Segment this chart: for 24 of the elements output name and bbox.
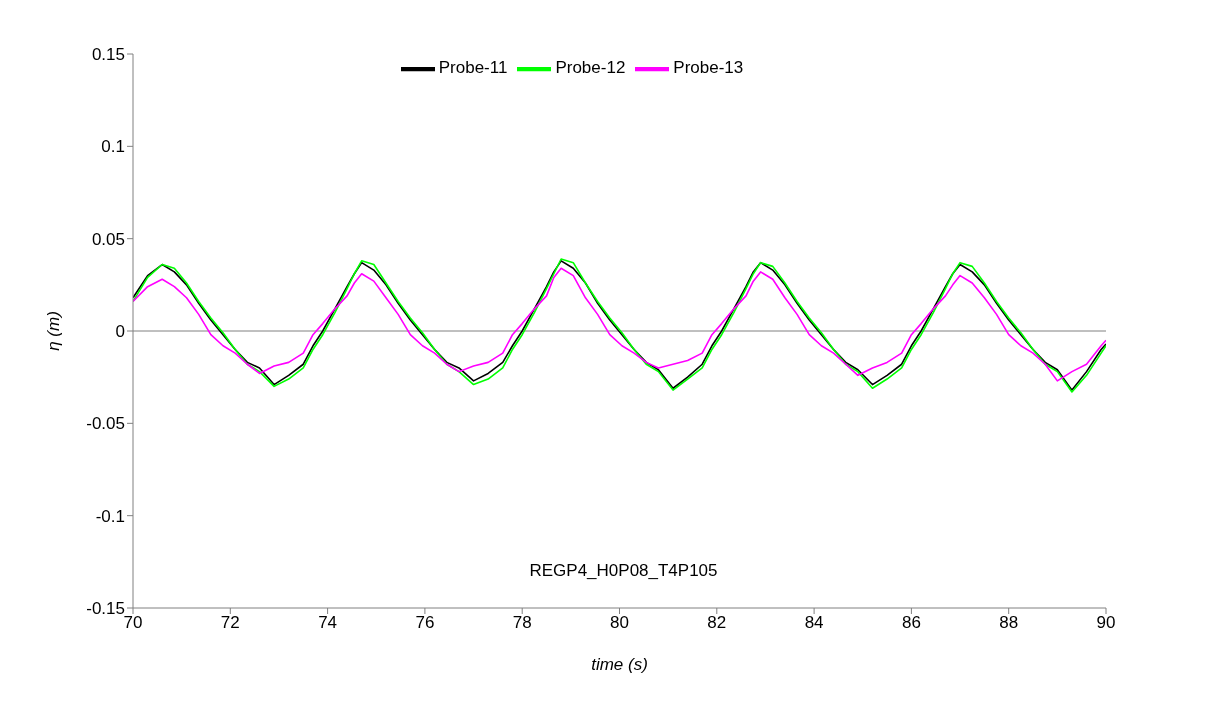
- x-tick-label: 90: [1096, 613, 1116, 633]
- legend-label: Probe-12: [555, 58, 626, 78]
- y-tick-label: 0.05: [91, 229, 125, 249]
- x-tick-label: 78: [512, 613, 532, 633]
- x-tick-label: 86: [901, 613, 921, 633]
- x-tick-label: 70: [123, 613, 143, 633]
- y-axis-title: η (m): [44, 311, 64, 351]
- x-tick-label: 84: [804, 613, 824, 633]
- x-tick-label: 76: [415, 613, 435, 633]
- x-tick-label: 74: [318, 613, 338, 633]
- x-tick-label: 80: [610, 613, 629, 633]
- x-tick-label: 72: [220, 613, 240, 633]
- y-tick-label: -0.1: [95, 506, 125, 526]
- y-tick-label: 0: [115, 322, 125, 342]
- y-tick-label: 0.1: [101, 137, 125, 157]
- annotation: REGP4_H0P08_T4P105: [528, 561, 719, 581]
- x-axis-title: time (s): [591, 655, 648, 674]
- y-tick-label: -0.15: [86, 599, 125, 619]
- x-tick-label: 82: [707, 613, 727, 633]
- x-tick-label: 88: [999, 613, 1019, 633]
- y-tick-label: 0.15: [91, 45, 125, 65]
- legend-label: Probe-13: [673, 58, 744, 78]
- y-tick-label: -0.05: [86, 414, 125, 434]
- legend-label: Probe-11: [438, 58, 508, 78]
